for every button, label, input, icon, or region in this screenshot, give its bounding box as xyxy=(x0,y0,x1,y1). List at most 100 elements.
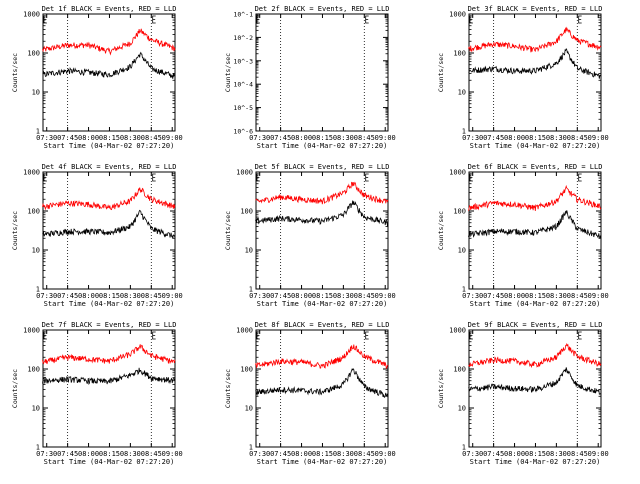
x-tick-label: 07:45 xyxy=(270,134,291,142)
y-tick-label: 1 xyxy=(249,286,253,294)
x-tick-label: 07:30 xyxy=(36,450,57,458)
x-tick-label: 08:00 xyxy=(504,292,525,300)
chart-panel-3 xyxy=(468,13,602,132)
x-tick-label: 08:15 xyxy=(525,292,546,300)
chart-title: Det 5f BLACK = Events, RED = LLD xyxy=(255,163,390,171)
y-tick-label: 1000 xyxy=(236,327,253,335)
y-tick-label: 1000 xyxy=(23,327,40,335)
y-tick-label: 100 xyxy=(27,366,40,374)
e-marker xyxy=(152,331,156,340)
x-tick-label: 07:30 xyxy=(462,134,483,142)
x-axis-label: Start Time (04-Mar-02 07:27:20) xyxy=(257,300,388,308)
plot-frame xyxy=(255,13,389,132)
y-axis-label: Counts/sec xyxy=(437,211,445,250)
y-tick-label: 10^-3 xyxy=(233,57,253,65)
y-tick-label: 100 xyxy=(27,50,40,58)
y-tick-label: 10 xyxy=(458,89,466,97)
x-tick-label: 09:00 xyxy=(588,134,609,142)
x-tick-label: 08:15 xyxy=(99,292,120,300)
lld-series-line xyxy=(468,184,602,212)
chart-title: Det 6f BLACK = Events, RED = LLD xyxy=(468,163,603,171)
chart-title: Det 7f BLACK = Events, RED = LLD xyxy=(42,321,177,329)
y-tick-label: 10 xyxy=(458,405,466,413)
plot-frame xyxy=(255,171,389,290)
x-tick-label: 08:00 xyxy=(291,450,312,458)
y-axis-label: Counts/sec xyxy=(224,53,232,92)
x-tick-label: 08:45 xyxy=(141,292,162,300)
x-tick-label: 08:45 xyxy=(354,292,375,300)
chart-title: Det 9f BLACK = Events, RED = LLD xyxy=(468,321,603,329)
x-tick-label: 08:00 xyxy=(291,134,312,142)
chart-title: Det 8f BLACK = Events, RED = LLD xyxy=(255,321,390,329)
x-axis-label: Start Time (04-Mar-02 07:27:20) xyxy=(257,458,388,466)
y-tick-label: 1000 xyxy=(23,169,40,177)
y-tick-label: 100 xyxy=(240,366,253,374)
y-tick-label: 1000 xyxy=(449,327,466,335)
x-tick-label: 07:30 xyxy=(462,450,483,458)
lld-series-line xyxy=(255,181,389,205)
e-marker xyxy=(578,173,582,182)
lld-series-line xyxy=(468,26,602,53)
x-axis-label: Start Time (04-Mar-02 07:27:20) xyxy=(470,300,601,308)
x-tick-label: 09:00 xyxy=(162,292,183,300)
x-tick-label: 07:45 xyxy=(483,450,504,458)
e-marker xyxy=(152,15,156,24)
y-tick-label: 10 xyxy=(458,247,466,255)
x-tick-label: 08:00 xyxy=(291,292,312,300)
chart-title: Det 4f BLACK = Events, RED = LLD xyxy=(42,163,177,171)
e-marker xyxy=(365,15,369,24)
x-tick-label: 08:45 xyxy=(141,450,162,458)
chart-panel-6 xyxy=(468,171,602,290)
x-axis-label: Start Time (04-Mar-02 07:27:20) xyxy=(44,458,175,466)
y-tick-label: 100 xyxy=(453,208,466,216)
y-axis-label: Counts/sec xyxy=(11,369,19,408)
chart-panel-8 xyxy=(255,329,389,448)
chart-title: Det 3f BLACK = Events, RED = LLD xyxy=(468,5,603,13)
e-marker xyxy=(578,15,582,24)
x-tick-label: 07:45 xyxy=(57,450,78,458)
chart-title: Det 1f BLACK = Events, RED = LLD xyxy=(42,5,177,13)
y-tick-label: 1 xyxy=(36,444,40,452)
x-tick-label: 08:45 xyxy=(141,134,162,142)
chart-panel-7 xyxy=(42,329,176,448)
x-tick-label: 09:00 xyxy=(162,134,183,142)
y-axis-label: Counts/sec xyxy=(11,211,19,250)
x-tick-label: 09:00 xyxy=(375,292,396,300)
x-tick-label: 08:45 xyxy=(354,134,375,142)
y-tick-label: 10^-2 xyxy=(233,34,253,42)
x-tick-label: 08:30 xyxy=(546,292,567,300)
events-series-line xyxy=(42,367,176,385)
x-tick-label: 08:30 xyxy=(333,450,354,458)
x-axis-label: Start Time (04-Mar-02 07:27:20) xyxy=(44,300,175,308)
y-tick-label: 1 xyxy=(249,444,253,452)
x-tick-label: 08:45 xyxy=(354,450,375,458)
events-series-line xyxy=(255,368,389,399)
y-tick-label: 10^-4 xyxy=(233,81,253,89)
x-tick-label: 07:30 xyxy=(249,450,270,458)
e-marker xyxy=(365,173,369,182)
chart-panel-9 xyxy=(468,329,602,448)
y-tick-label: 1 xyxy=(36,128,40,136)
y-tick-label: 10 xyxy=(32,89,40,97)
x-tick-label: 08:00 xyxy=(78,292,99,300)
x-tick-label: 08:00 xyxy=(504,450,525,458)
y-tick-label: 10 xyxy=(245,247,253,255)
events-series-line xyxy=(468,367,602,395)
x-tick-label: 07:30 xyxy=(36,134,57,142)
x-tick-label: 08:30 xyxy=(333,134,354,142)
x-tick-label: 08:00 xyxy=(78,134,99,142)
chart-panel-4 xyxy=(42,171,176,290)
lld-series-line xyxy=(468,342,602,369)
chart-panel-2 xyxy=(255,13,389,132)
x-tick-label: 08:30 xyxy=(333,292,354,300)
y-tick-label: 100 xyxy=(27,208,40,216)
y-axis-label: Counts/sec xyxy=(437,53,445,92)
x-tick-label: 07:45 xyxy=(483,292,504,300)
y-tick-label: 10^-5 xyxy=(233,104,253,112)
y-tick-label: 1 xyxy=(462,444,466,452)
x-axis-label: Start Time (04-Mar-02 07:27:20) xyxy=(44,142,175,150)
y-axis-label: Counts/sec xyxy=(11,53,19,92)
x-tick-label: 08:15 xyxy=(312,292,333,300)
